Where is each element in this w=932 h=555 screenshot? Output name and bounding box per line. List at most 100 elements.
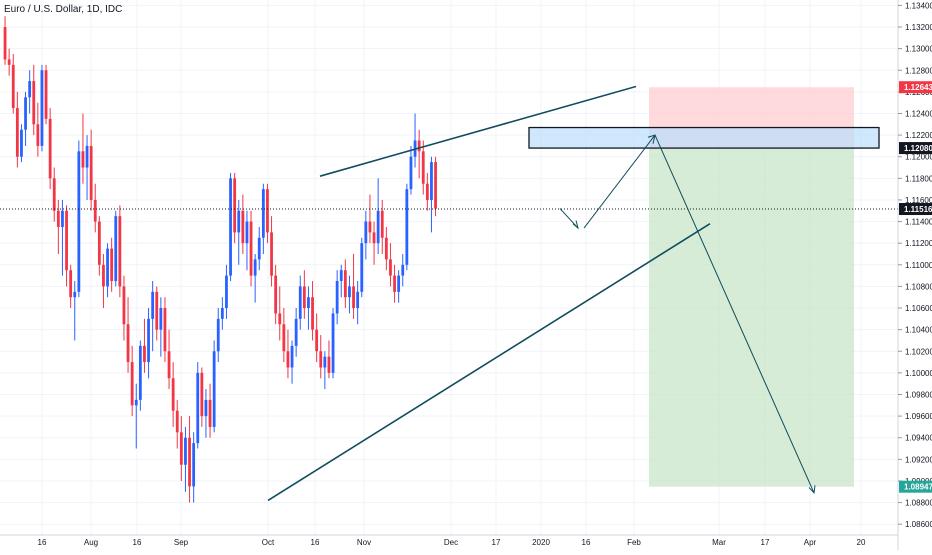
time-tick-label: Nov [357, 538, 371, 547]
candle-body [372, 232, 376, 244]
candle-body [155, 291, 159, 330]
price-tick-label: 1.13400 [905, 1, 932, 10]
candle-body [208, 399, 212, 427]
candles [3, 16, 437, 503]
candle-body [274, 275, 278, 314]
candle-body [32, 81, 36, 125]
time-tick-label: 20 [857, 538, 866, 547]
take-profit-zone [649, 148, 854, 487]
candle-body [11, 64, 15, 109]
candle-body [40, 70, 44, 146]
candle-body [401, 264, 405, 276]
price-tick-label: 1.09800 [905, 390, 932, 399]
candle-body [7, 59, 11, 65]
candle-body [192, 443, 196, 487]
price-tick-label: 1.13000 [905, 45, 932, 54]
time-tick-label: 17 [492, 538, 501, 547]
price-badge[interactable] [899, 480, 932, 493]
candle-body [204, 399, 208, 417]
candle-body [48, 118, 52, 179]
candle-body [331, 313, 335, 373]
projection-arrow-up[interactable] [583, 134, 656, 229]
candle-body [81, 151, 85, 168]
candle-body [126, 324, 130, 363]
position-zones [649, 87, 854, 487]
candle-body [44, 70, 48, 119]
candle-body [52, 178, 56, 211]
time-tick-label: 16 [38, 538, 47, 547]
candle-body [397, 275, 401, 292]
candle-body [364, 221, 368, 244]
price-tick-label: 1.09400 [905, 434, 932, 443]
candle-body [380, 210, 384, 238]
candle-body [24, 97, 27, 130]
candle-body [225, 275, 228, 309]
time-tick-label: 16 [133, 538, 142, 547]
price-badge-label: 1.11516 [904, 205, 932, 214]
drawings[interactable] [0, 85, 898, 502]
candle-body [245, 221, 249, 244]
time-tick-label: Apr [804, 538, 817, 547]
price-badge-label: 1.12080 [904, 144, 932, 153]
candle-body [106, 248, 109, 287]
candle-body [307, 297, 310, 309]
candle-body [266, 189, 269, 233]
resistance-box[interactable] [528, 126, 880, 149]
price-axis[interactable]: 1.134001.132001.130001.128001.126001.124… [897, 0, 932, 550]
candle-body [28, 81, 32, 98]
price-tick-label: 1.11000 [905, 261, 932, 270]
price-tick-label: 1.09200 [905, 455, 932, 464]
candle-body [237, 210, 241, 233]
price-tick-label: 1.09600 [905, 412, 932, 421]
candle-body [167, 351, 171, 379]
candle-body [257, 237, 261, 260]
price-tick-label: 1.08800 [905, 499, 932, 508]
candle-body [175, 410, 179, 433]
candle-body [339, 270, 343, 282]
candle-body [368, 221, 372, 233]
candle-body [15, 108, 19, 157]
candle-body [61, 210, 64, 227]
candle-body [434, 162, 437, 209]
candle-body [200, 372, 204, 417]
lower-trendline[interactable] [267, 223, 711, 502]
price-tick-label: 1.10600 [905, 304, 932, 313]
price-tick-label: 1.12000 [905, 153, 932, 162]
candle-body [348, 286, 351, 298]
candle-body [425, 183, 429, 200]
candle-body [36, 124, 40, 146]
candle-body [118, 216, 122, 287]
time-axis[interactable]: 16 Aug 16 Sep Oct 16 Nov Dec 17 2020 16 Feb Mar 17 Apr… [0, 534, 898, 547]
candle-body [311, 297, 314, 330]
candle-body [122, 286, 126, 325]
candle-body [159, 308, 163, 330]
arrow-head [808, 485, 816, 494]
time-tick-label: Sep [174, 538, 189, 547]
candle-body [171, 378, 175, 411]
candle-body [233, 178, 237, 233]
candle-body [286, 351, 290, 368]
candle-body [196, 372, 200, 444]
candle-body [102, 264, 105, 287]
candle-body [405, 189, 409, 265]
price-tick-label: 1.10800 [905, 282, 932, 291]
projection-arrow-target[interactable] [654, 134, 815, 494]
candle-body [56, 210, 60, 227]
price-badge[interactable] [899, 81, 932, 94]
time-tick-label: Mar [712, 538, 726, 547]
price-tick-label: 1.11200 [905, 239, 932, 248]
candle-body [298, 286, 302, 319]
price-tick-label: 1.10200 [905, 347, 932, 356]
candle-body [241, 210, 245, 244]
candle-body [417, 140, 421, 152]
upper-trendline[interactable] [319, 85, 637, 177]
price-badge[interactable] [899, 203, 932, 216]
time-tick-label: Dec [444, 538, 458, 547]
candle-body [188, 437, 191, 487]
time-tick-label: Aug [84, 538, 98, 547]
candle-body [3, 27, 7, 60]
price-badge[interactable] [899, 142, 932, 155]
price-tick-label: 1.10400 [905, 326, 932, 335]
